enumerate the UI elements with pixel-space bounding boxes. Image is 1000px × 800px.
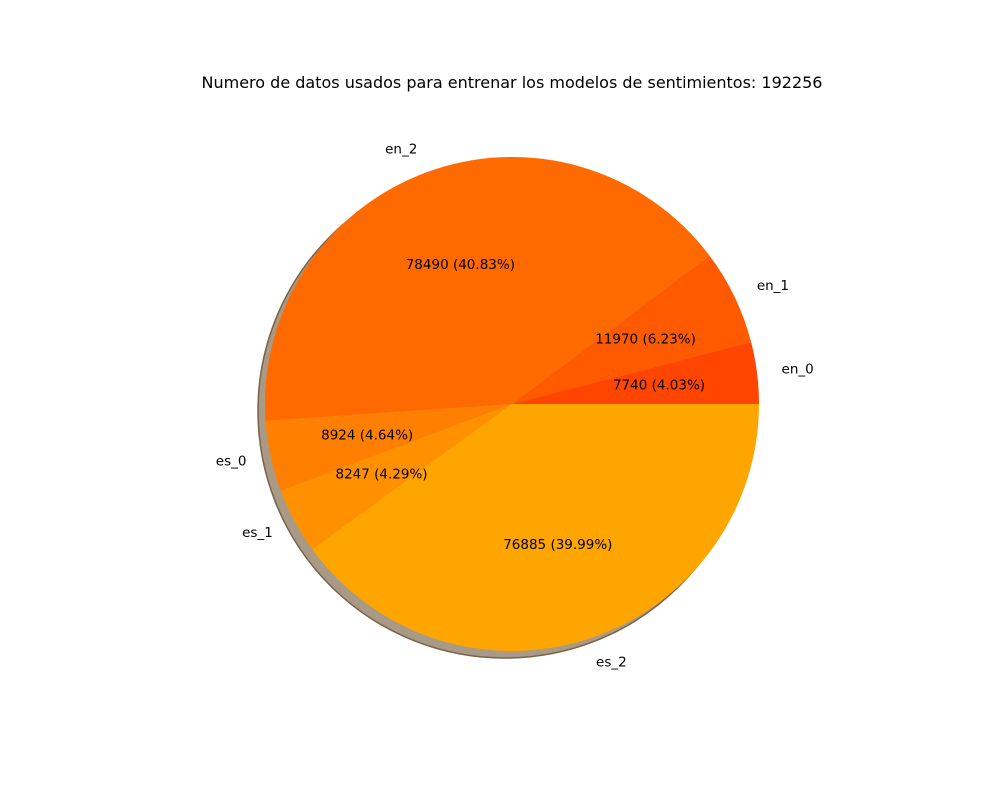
slice-label-es-2: es_2: [596, 654, 627, 670]
slice-label-es-1: es_1: [242, 525, 273, 541]
pie-slices: [264, 156, 759, 651]
value-label-es-2: 76885 (39.99%): [503, 537, 612, 553]
slice-label-es-0: es_0: [216, 454, 247, 470]
slice-label-en-2: en_2: [385, 141, 417, 157]
value-label-en-1: 11970 (6.23%): [595, 332, 696, 348]
slice-label-en-1: en_1: [757, 278, 789, 294]
pie-slice-en-0: [512, 342, 759, 404]
slice-label-en-0: en_0: [782, 362, 814, 378]
value-label-en-0: 7740 (4.03%): [613, 377, 705, 393]
pie-slice-es-0: [265, 404, 512, 491]
pie-slice-en-1: [512, 255, 752, 404]
pie-slice-es-1: [280, 404, 512, 550]
value-label-es-1: 8247 (4.29%): [335, 466, 427, 482]
value-label-en-2: 78490 (40.83%): [406, 257, 515, 273]
pie-slice-es-2: [312, 404, 759, 651]
chart-title: Numero de datos usados para entrenar los…: [202, 73, 823, 92]
value-label-es-0: 8924 (4.64%): [321, 427, 413, 443]
pie-labels: en_0 7740 (4.03%) en_1 11970 (6.23%) en_2 784…: [216, 141, 814, 670]
pie-slice-en-2: [264, 156, 710, 421]
